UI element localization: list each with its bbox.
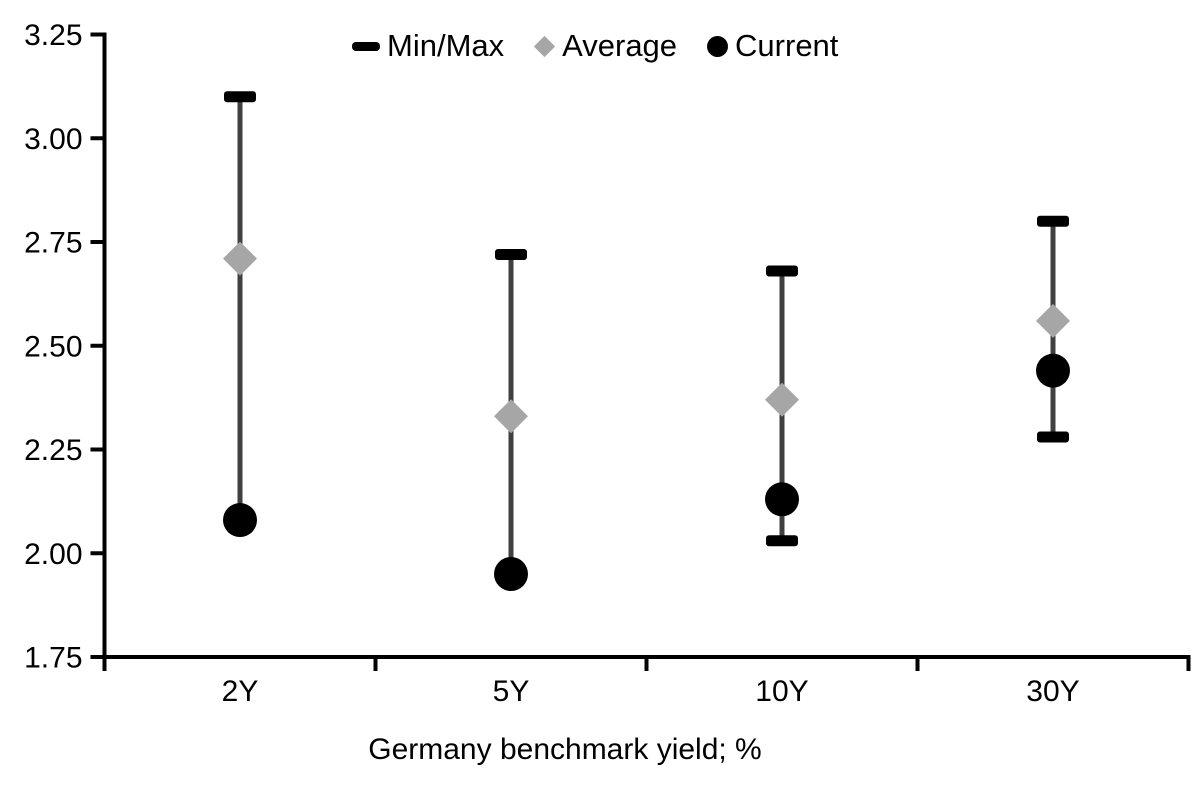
y-tick-label: 3.00 xyxy=(24,123,82,156)
x-tick-label: 10Y xyxy=(755,675,808,708)
max-cap xyxy=(495,248,527,260)
x-tick-label: 2Y xyxy=(222,675,259,708)
y-tick-label: 2.00 xyxy=(24,538,82,571)
current-marker xyxy=(1036,353,1070,388)
legend-item-current: Current xyxy=(707,28,838,64)
y-tick-label: 2.25 xyxy=(24,434,82,467)
average-marker xyxy=(1036,303,1070,338)
min-cap xyxy=(1037,431,1069,443)
minmax-dash-icon xyxy=(352,41,380,51)
chart-legend: Min/Max Average Current xyxy=(352,27,838,65)
max-cap xyxy=(1037,215,1069,227)
legend-label-current: Current xyxy=(735,28,839,63)
max-cap xyxy=(224,91,256,103)
y-tick-label: 3.25 xyxy=(24,19,82,52)
current-marker xyxy=(223,503,257,538)
legend-item-minmax: Min/Max xyxy=(352,28,504,64)
average-diamond-icon xyxy=(534,35,556,57)
max-cap xyxy=(766,265,798,277)
y-tick-label: 2.50 xyxy=(24,330,82,363)
legend-item-average: Average xyxy=(534,28,677,64)
min-cap xyxy=(766,535,798,547)
legend-label-minmax: Min/Max xyxy=(387,28,505,63)
x-tick-label: 5Y xyxy=(493,675,530,708)
current-marker xyxy=(765,482,799,517)
average-marker xyxy=(494,399,528,434)
x-tick-label: 30Y xyxy=(1026,675,1079,708)
average-marker xyxy=(765,382,799,417)
current-circle-icon xyxy=(707,35,729,57)
y-tick-label: 1.75 xyxy=(24,642,82,675)
average-marker xyxy=(223,241,257,276)
y-tick-label: 2.75 xyxy=(24,227,82,260)
legend-label-average: Average xyxy=(562,28,678,63)
x-axis-title: Germany benchmark yield; % xyxy=(368,733,762,766)
current-marker xyxy=(494,557,528,591)
